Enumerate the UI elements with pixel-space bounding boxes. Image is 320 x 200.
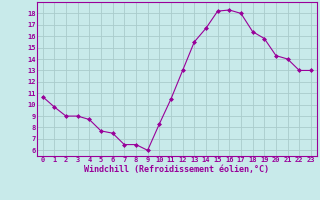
X-axis label: Windchill (Refroidissement éolien,°C): Windchill (Refroidissement éolien,°C) (84, 165, 269, 174)
